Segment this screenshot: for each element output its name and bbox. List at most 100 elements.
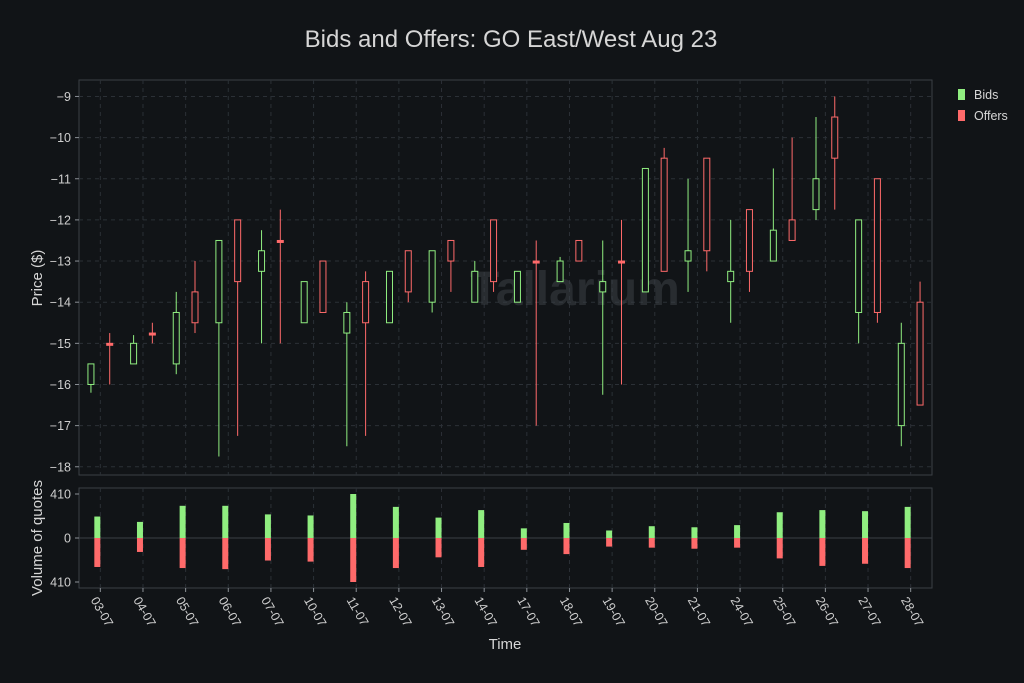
bids-candle [556, 260, 564, 283]
volume-grid [79, 488, 932, 588]
bids-candle [599, 281, 607, 293]
x-tick-label: 17-07 [514, 595, 542, 630]
offers-candle [404, 250, 412, 293]
offers-candle [703, 157, 711, 252]
price-tick-label: −16 [50, 378, 71, 392]
bids-volume-bar [776, 512, 783, 538]
offers-candle [276, 239, 284, 243]
x-tick-label: 11-07 [344, 595, 372, 629]
price-tick-label: −11 [51, 172, 71, 186]
price-tick-label: −13 [50, 255, 71, 269]
offers-volume-bar [222, 538, 229, 570]
offers-volume-bar [307, 538, 314, 562]
offers-candle [447, 239, 455, 262]
offers-candle [916, 301, 924, 406]
price-grid [79, 80, 932, 475]
bids-volume-bar [392, 506, 399, 538]
offers-candle [234, 219, 242, 283]
offers-candle [873, 178, 881, 313]
offers-candle [106, 342, 114, 346]
bids-candle [172, 311, 180, 365]
legend-swatch-offers [958, 110, 965, 121]
offers-volume-bar [136, 538, 143, 552]
legend: Bids Offers [958, 88, 1008, 123]
legend-item-bids[interactable]: Bids [958, 88, 998, 102]
x-axis-ticks: 03-07 04-07 05-07 06-07 07-07 10-07 11-07 12-07… [88, 588, 926, 629]
legend-item-offers[interactable]: Offers [958, 109, 1008, 123]
price-plot-frame [78, 79, 933, 476]
offers-candle [319, 260, 327, 313]
chart-title: Bids and Offers: GO East/West Aug 23 [305, 26, 718, 53]
offers-candle [148, 332, 156, 336]
bids-candle [897, 342, 905, 427]
x-tick-label: 06-07 [216, 595, 244, 630]
offers-volume-bar [648, 538, 655, 548]
offers-candle [788, 219, 796, 241]
bids-candle [684, 250, 692, 262]
offers-candle [490, 219, 498, 283]
bids-candle [385, 270, 393, 324]
offers-volume-bar [563, 538, 570, 555]
offers-candle [191, 291, 199, 324]
price-y-axis-ticks: −9 −10 −11 −12 −13 −14 −15 −16 −17 −18 [50, 90, 79, 474]
x-axis-label: Time [489, 636, 522, 653]
offers-candle [660, 157, 668, 272]
bids-volume-bar [648, 526, 655, 538]
volume-y-axis-label: Volume of quotes [29, 480, 46, 596]
bids-volume-bar [179, 505, 186, 538]
bids-candle [641, 167, 649, 293]
volume-bars [94, 494, 911, 582]
x-tick-label: 13-07 [429, 595, 457, 630]
bids-volume-bar [94, 516, 101, 538]
offers-volume-bar [606, 538, 613, 547]
bids-candle [769, 229, 777, 262]
bids-volume-bar [520, 528, 527, 538]
price-tick-label: −10 [50, 131, 71, 145]
price-tick-label: −17 [50, 419, 71, 433]
x-tick-label: 10-07 [301, 595, 329, 630]
offers-candle [745, 209, 753, 272]
bids-volume-bar [819, 510, 826, 538]
price-panel: −9−10−11−12−13−14−15−16−17−18 Tallarium … [29, 79, 933, 476]
offers-volume-bar [862, 538, 869, 564]
x-tick-label: 25-07 [770, 595, 798, 630]
x-tick-label: 27-07 [855, 595, 883, 630]
offers-volume-bar [392, 538, 399, 569]
bids-volume-bar [862, 511, 869, 538]
offers-volume-bar [350, 538, 357, 582]
bids-volume-bar [222, 505, 229, 538]
x-tick-label: 03-07 [88, 595, 116, 630]
bids-candle [87, 363, 95, 385]
offers-candle [362, 281, 370, 324]
volume-y-axis-ticks: 410 0 410 [50, 488, 79, 590]
offers-volume-bar [904, 538, 911, 569]
legend-swatch-bids [958, 89, 965, 100]
offers-candle [532, 260, 540, 264]
x-tick-label: 20-07 [642, 595, 670, 630]
x-tick-label: 07-07 [258, 595, 286, 630]
offers-volume-bar [264, 538, 271, 561]
price-tick-label: −9 [57, 90, 71, 104]
legend-label-offers: Offers [974, 109, 1008, 123]
offers-volume-bar [94, 538, 101, 567]
bids-volume-bar [904, 506, 911, 538]
bids-volume-bar [136, 521, 143, 538]
x-tick-label: 12-07 [386, 595, 414, 630]
offers-volume-bar [520, 538, 527, 550]
x-tick-label: 04-07 [130, 595, 158, 630]
bids-candle [513, 270, 521, 303]
legend-label-bids: Bids [974, 88, 998, 102]
price-tick-label: −15 [50, 337, 71, 351]
x-tick-label: 24-07 [727, 595, 755, 630]
offers-volume-bar [776, 538, 783, 559]
offers-candle [831, 116, 839, 159]
offers-volume-bar [819, 538, 826, 566]
x-tick-label: 05-07 [173, 595, 201, 630]
offers-volume-bar [734, 538, 741, 548]
bids-candle [812, 178, 820, 211]
bids-volume-bar [734, 525, 741, 538]
price-tick-label: −14 [50, 296, 71, 310]
bids-volume-bar [435, 517, 442, 538]
bids-candle [471, 270, 479, 303]
